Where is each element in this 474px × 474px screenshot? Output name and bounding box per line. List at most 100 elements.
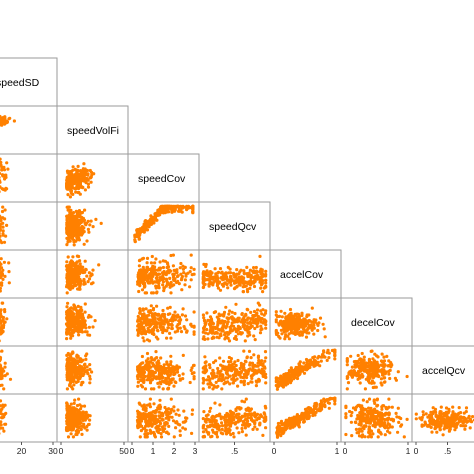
data-point [145,261,149,265]
data-point [242,379,246,383]
data-point [190,324,194,328]
data-point [0,281,4,285]
data-point [86,185,91,189]
data-point [242,383,246,387]
data-point [250,380,254,384]
data-point [65,367,69,371]
data-point [141,336,145,340]
data-point [256,277,260,281]
data-point [157,372,162,376]
data-point [181,307,185,311]
data-point [216,286,220,290]
data-point [161,273,165,277]
data-point [299,319,303,323]
data-point [245,307,249,311]
data-point [149,372,153,376]
data-point [65,276,69,280]
data-point [169,204,173,208]
data-point [283,337,287,341]
data-point [74,306,78,310]
data-point [80,170,84,175]
data-point [205,311,209,315]
data-point [1,318,5,322]
data-point [235,268,239,272]
data-point [166,265,171,269]
data-point [209,273,213,277]
scatter-cell-accelCov-vs-speedSD [0,254,11,293]
data-point [241,317,245,321]
data-point [325,358,329,362]
data-point [312,323,316,327]
data-point [263,318,267,322]
data-point [232,362,236,366]
data-point [224,271,228,275]
data-point [233,275,237,279]
data-point [146,357,150,361]
data-point [160,208,164,212]
data-point [201,366,205,370]
data-point [202,262,206,266]
data-point [151,281,155,285]
data-point [88,381,92,385]
data-point [215,335,219,339]
data-point [216,318,221,322]
data-point [321,322,325,326]
data-point [182,325,186,329]
data-point [298,333,302,337]
data-point [178,326,182,330]
data-point [171,264,175,268]
data-point [310,328,314,332]
data-point [90,272,94,276]
data-point [0,118,3,122]
data-point [258,318,262,322]
data-point [166,387,170,391]
data-point [253,368,257,372]
data-point [211,387,215,391]
data-point [68,211,72,215]
data-point [141,361,145,365]
data-point [227,339,232,343]
data-point [68,260,72,265]
data-point [136,377,140,381]
data-point [283,322,287,326]
data-point [254,384,258,388]
data-point [232,376,236,380]
data-point [181,267,185,271]
data-point [242,367,246,371]
data-point [216,322,220,326]
data-point [284,333,288,337]
data-point [227,278,231,282]
data-point [213,279,217,283]
scatter-cell-accelQcv-vs-accelCov [274,348,337,391]
data-point [85,274,89,278]
data-point [260,270,264,274]
data-point [167,322,171,326]
data-point [0,190,1,194]
data-point [241,285,245,289]
data-point [5,372,9,376]
data-point [264,326,268,330]
data-point [142,325,146,329]
data-point [167,210,171,214]
data-point [301,323,305,327]
data-point [157,281,161,285]
data-point [79,367,83,371]
data-point [7,270,11,274]
data-point [67,266,72,271]
data-point [274,328,278,333]
data-point [166,306,170,310]
data-point [233,320,237,324]
data-point [252,314,256,318]
data-point [65,260,69,264]
data-point [227,271,231,275]
data-point [227,312,231,316]
data-point [274,318,278,322]
data-point [66,187,71,191]
data-point [150,220,154,224]
data-point [149,365,153,369]
data-point [179,261,183,266]
data-point [82,282,86,286]
data-point [168,276,172,280]
data-point [221,373,225,377]
scatter-cell-accelQcv-vs-speedQcv [201,349,268,391]
